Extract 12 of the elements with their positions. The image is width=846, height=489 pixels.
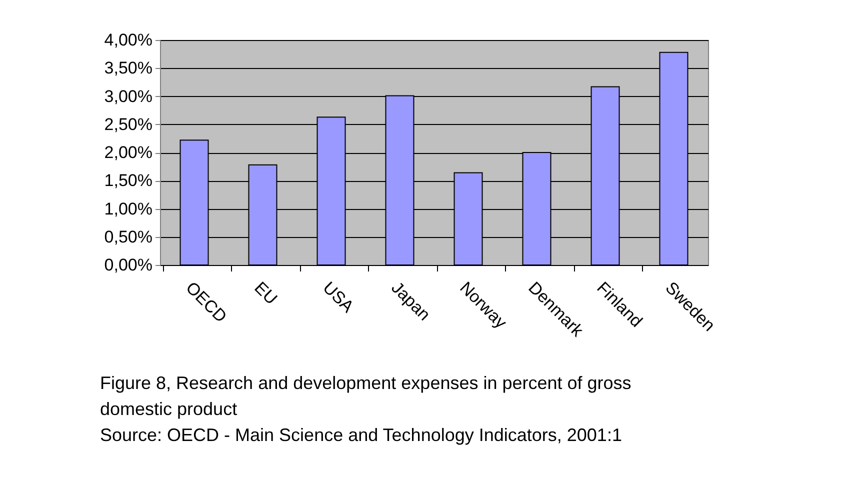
y-tick-label: 0,00% xyxy=(104,256,152,274)
caption: Figure 8, Research and development expenses in percent of gross domestic product xyxy=(100,373,632,419)
y-tick-label: 2,00% xyxy=(104,143,152,162)
y-tick-label: 0,50% xyxy=(104,227,152,246)
y-tick-label: 4,00% xyxy=(104,30,152,50)
y-tick-label: 3,50% xyxy=(104,58,152,78)
source-note: Source: OECD - Main Science and Technology Indicators, 2001:1 xyxy=(100,425,622,445)
y-tick-label: 2,50% xyxy=(104,114,152,134)
y-tick-label: 1,50% xyxy=(104,171,152,190)
x-tick-label: EU xyxy=(250,278,281,308)
y-tick-label: 3,00% xyxy=(104,86,152,106)
y-tick-label: 1,00% xyxy=(104,199,152,218)
